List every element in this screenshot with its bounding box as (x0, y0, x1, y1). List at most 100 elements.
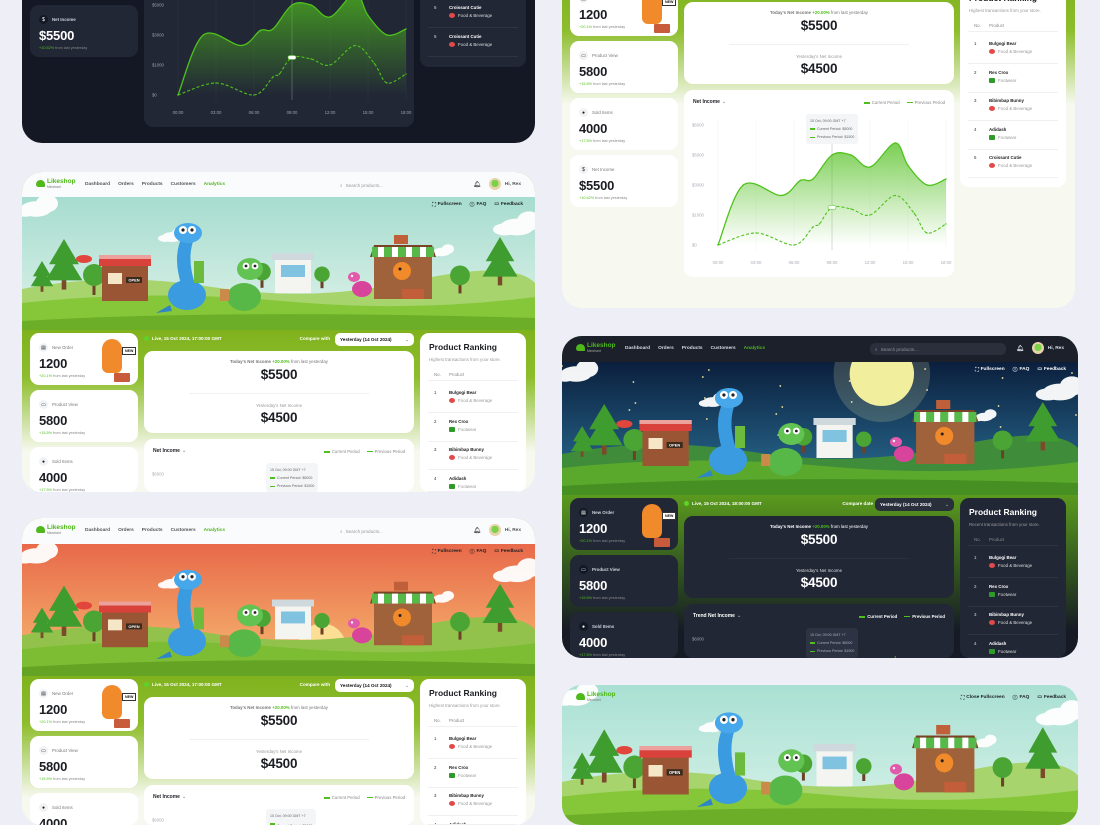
faq-button[interactable]: ⓘ FAQ (1013, 694, 1030, 701)
stat-card-new-order[interactable]: ▤ New Order 1200 +20.1% from last yesterday… (570, 498, 678, 550)
avatar[interactable] (1031, 342, 1044, 354)
net-income-chart: $6000 (692, 637, 897, 658)
brand-logo[interactable]: Likeshop Merchant (36, 524, 76, 535)
stat-card-sold-items[interactable]: ● Sold Items 4000 (30, 793, 138, 825)
nav-item-orders[interactable]: Orders (118, 528, 134, 533)
avatar[interactable] (488, 178, 501, 190)
search-input[interactable]: ⌕ Search products... (335, 179, 388, 191)
ranking-row[interactable]: 3 Bibimbap Bunny Food & Beverage (968, 93, 1058, 121)
brand-name: Likeshop (47, 524, 76, 531)
ranking-row[interactable]: 4 Adidash Footwear (428, 471, 518, 492)
faq-button[interactable]: ⓘ FAQ (1013, 366, 1030, 373)
search-input[interactable]: ⌕ Search products... (335, 525, 388, 537)
nav-item-analytics[interactable]: Analytics (203, 528, 225, 533)
feedback-button[interactable]: ▭ Feedback (1037, 367, 1066, 372)
product-category: Food & Beverage (458, 13, 493, 18)
stat-card-product-view[interactable]: ▭ Product View 5800 +15.5% from last yester… (570, 555, 678, 607)
current-period-line (717, 142, 947, 246)
ranking-row[interactable]: 4 Adidash Footwear (968, 636, 1058, 658)
stat-card-product-view[interactable]: ▭ Product View 5800 +15.5% from last yester… (30, 390, 138, 442)
ranking-row[interactable]: 3 Bibimbap Bunny Food & Beverage (428, 788, 518, 816)
user-menu[interactable]: 🔔︎ Hi, Rex (1016, 342, 1064, 354)
previous-period-line (717, 194, 947, 246)
brand-logo[interactable]: Likeshop Merchant (576, 342, 616, 353)
nav-item-customers[interactable]: Customers (710, 346, 736, 351)
fullscreen-button[interactable]: ⛶ Fullscreen (432, 202, 461, 208)
foreground-grass (22, 314, 535, 330)
stat-card-net-income[interactable]: $ Net Income $5500 +10.52% from last yester… (30, 5, 138, 57)
bell-icon[interactable]: 🔔︎ (473, 527, 481, 534)
stat-card-new-order[interactable]: ▤ New Order 1200 +20.1% from last yesterday… (30, 679, 138, 731)
ranking-row[interactable]: 5 Croissant Cutie Food & Beverage (428, 29, 518, 57)
stat-card-sold-items[interactable]: ● Sold Items 4000 +17.5% from last yesterda… (570, 612, 678, 658)
stat-card-new-order[interactable]: ▤ New Order 1200 +20.1% from last yesterday… (570, 0, 678, 36)
nav-item-products[interactable]: Products (141, 182, 163, 187)
ranking-row[interactable]: 1 Bulgogi Bear Food & Beverage (968, 36, 1058, 64)
ranking-row[interactable]: 2 Rex Crox Footwear (428, 414, 518, 442)
nav-item-dashboard[interactable]: Dashboard (85, 528, 111, 533)
faq-button[interactable]: ⓘ FAQ (470, 548, 487, 555)
nav-item-orders[interactable]: Orders (118, 182, 134, 187)
ranking-row[interactable]: 3 Bibimbap Bunny Food & Beverage (428, 442, 518, 470)
ranking-row[interactable]: 4 Adidash (428, 817, 518, 825)
shoe-icon (989, 77, 995, 83)
ranking-row[interactable]: 2 Rex Crox Footwear (968, 579, 1058, 607)
legend-previous-label: Previous Period (912, 614, 945, 619)
compare-date-dropdown[interactable]: Yesterday (14 Oct 2024) ⌄ (335, 679, 414, 692)
fullscreen-button[interactable]: ⛶ Fullscreen (432, 549, 461, 555)
nav-item-dashboard[interactable]: Dashboard (85, 182, 111, 187)
solid-line-swatch (270, 823, 275, 825)
chart-title-dropdown[interactable]: Trend Net Income ⌄ (693, 613, 741, 619)
red-bird (76, 255, 92, 263)
close-fullscreen-button[interactable]: ⛶ Close Fullscreen (961, 695, 1005, 701)
bell-icon[interactable]: 🔔︎ (473, 181, 481, 188)
fullscreen-button[interactable]: ⛶ Fullscreen (975, 367, 1004, 373)
brand-logo[interactable]: Likeshop Merchant (36, 178, 76, 189)
product-category: Footwear (458, 483, 477, 489)
nav-item-analytics[interactable]: Analytics (743, 346, 765, 351)
stat-card-sold-items[interactable]: ● Sold Items 4000 +17.5% from last yesterda… (570, 98, 678, 150)
ranking-row[interactable]: 3 Bibimbap Bunny Food & Beverage (968, 607, 1058, 635)
nav-item-analytics[interactable]: Analytics (203, 182, 225, 187)
nav-item-customers[interactable]: Customers (170, 182, 196, 187)
stat-card-net-income[interactable]: $ Net Income $5500 +10.52% from last yester… (570, 155, 678, 207)
bell-icon[interactable]: 🔔︎ (1016, 345, 1024, 352)
nav-item-orders[interactable]: Orders (658, 346, 674, 351)
stat-card-product-view[interactable]: ▭ Product View 5800 +15.5% from last yester… (30, 736, 138, 788)
nav-item-products[interactable]: Products (141, 528, 163, 533)
compare-date-dropdown[interactable]: Yesterday (14 Oct 2024) ⌄ (875, 498, 954, 511)
chart-title-dropdown[interactable]: Net Income ⌄ (153, 448, 186, 454)
chart-title-dropdown[interactable]: Net Income ⌄ (693, 99, 726, 105)
search-input[interactable]: ⌕ Search products... (870, 343, 1006, 355)
stat-card-sold-items[interactable]: ● Sold Items 4000 +17.5% from last yesterda… (30, 447, 138, 492)
product-name: Bulgogi Bear (989, 555, 1017, 560)
ranking-row[interactable]: 5 Croissant Cutie Food & Beverage (968, 150, 1058, 178)
legend-current-label: Current Period (331, 449, 360, 454)
ranking-row[interactable]: 1 Bulgogi Bear Food & Beverage (428, 385, 518, 413)
ranking-row[interactable]: 2 Rex Crox Footwear (968, 65, 1058, 93)
user-menu[interactable]: 🔔︎ Hi, Rex (473, 524, 521, 536)
feedback-button[interactable]: ▭ Feedback (494, 202, 523, 207)
nav-item-dashboard[interactable]: Dashboard (625, 346, 651, 351)
ranking-row[interactable]: 5 Croissant Cutie Food & Beverage (428, 0, 518, 28)
feedback-button[interactable]: ▭ Feedback (1037, 695, 1066, 700)
change-percent: +20.1% (579, 539, 592, 543)
nav-item-customers[interactable]: Customers (170, 528, 196, 533)
user-menu[interactable]: 🔔︎ Hi, Rex (473, 178, 521, 190)
compare-date-dropdown[interactable]: Yesterday (14 Oct 2024) ⌄ (335, 333, 414, 346)
ranking-row[interactable]: 4 Adidash Footwear (968, 122, 1058, 150)
brand-logo[interactable]: Likeshop Merchant (576, 691, 616, 702)
nav-item-products[interactable]: Products (681, 346, 703, 351)
current-period-point (894, 142, 897, 144)
food-icon (449, 13, 455, 18)
stat-card-product-view[interactable]: ▭ Product View 5800 +15.5% from last yester… (570, 41, 678, 93)
ranking-row[interactable]: 1 Bulgogi Bear Food & Beverage (968, 550, 1058, 578)
faq-button[interactable]: ⓘ FAQ (470, 201, 487, 208)
ranking-row[interactable]: 1 Bulgogi Bear Food & Beverage (428, 731, 518, 759)
live-status: Live, 15 Oct 2024, 17:00:00 GMT (144, 336, 222, 341)
feedback-button[interactable]: ▭ Feedback (494, 549, 523, 554)
stat-card-new-order[interactable]: ▤ New Order 1200 +20.1% from last yesterday… (30, 333, 138, 385)
avatar[interactable] (488, 524, 501, 536)
ranking-row[interactable]: 2 Rex Crox Footwear (428, 760, 518, 788)
chart-title-dropdown[interactable]: Net Income ⌄ (153, 794, 186, 800)
